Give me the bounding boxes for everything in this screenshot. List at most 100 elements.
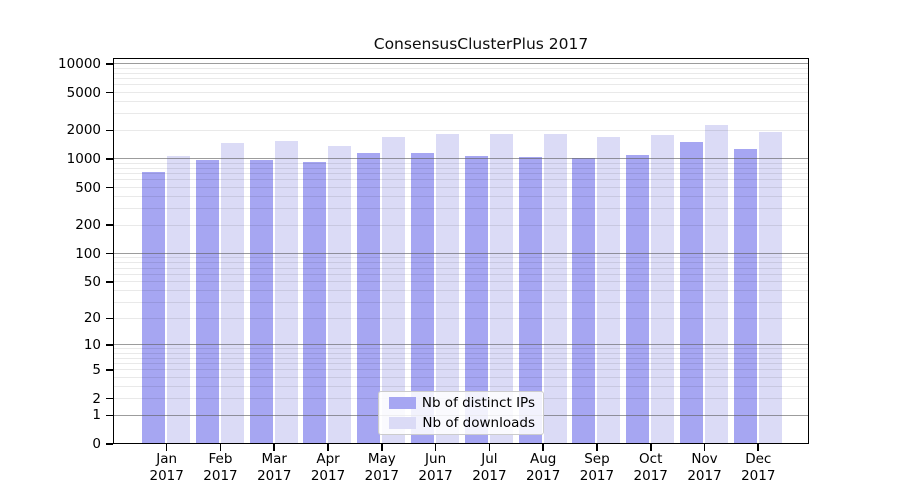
gridline-40	[114, 290, 808, 292]
x-tick-label-feb: Feb 2017	[203, 451, 238, 484]
gridline-100	[114, 252, 808, 254]
gridline-10000	[114, 63, 808, 65]
gridline-30	[114, 301, 808, 303]
gridline-300	[114, 207, 808, 209]
gridline-200	[114, 224, 808, 226]
x-tick-mark	[219, 444, 222, 451]
y-tick-mark	[106, 414, 113, 417]
y-tick-label: 10	[83, 337, 101, 354]
x-tick-label-sep: Sep 2017	[579, 451, 615, 484]
legend: Nb of distinct IPs Nb of downloads	[378, 391, 544, 435]
gridline-7	[114, 357, 808, 359]
bar-downloads-oct	[651, 135, 675, 443]
x-tick-mark	[434, 444, 437, 451]
bar-downloads-nov	[704, 124, 728, 443]
bar-distinct-ips-jun	[411, 152, 434, 443]
gridline-70	[114, 267, 808, 269]
gridline-600	[114, 179, 808, 181]
x-tick-mark	[165, 444, 168, 451]
bar-distinct-ips-jul	[464, 155, 488, 443]
bar-downloads-aug	[543, 133, 567, 443]
gridline-6000	[114, 84, 808, 86]
bar-downloads-apr	[328, 145, 352, 443]
plot-area	[113, 58, 809, 444]
gridline-8	[114, 352, 808, 354]
gridline-900	[114, 162, 808, 164]
y-tick-mark	[106, 63, 113, 65]
x-tick-mark	[273, 444, 276, 451]
gridline-4	[114, 376, 808, 378]
y-tick-label: 2000	[66, 122, 101, 139]
y-tick-mark	[106, 158, 113, 160]
gridline-9000	[114, 67, 808, 69]
x-tick-label-jan: Jan 2017	[149, 451, 184, 484]
gridline-7000	[114, 78, 808, 80]
gridline-80	[114, 262, 808, 264]
gridline-10	[114, 344, 808, 346]
bar-downloads-mar	[274, 140, 298, 443]
y-tick-label: 200	[75, 217, 101, 234]
x-tick-mark	[757, 444, 760, 451]
gridline-20	[114, 317, 808, 319]
y-tick-mark	[106, 317, 113, 320]
x-tick-mark	[649, 444, 652, 451]
y-tick-label: 2	[92, 390, 101, 407]
gridline-1000	[114, 158, 808, 160]
x-tick-mark	[488, 444, 491, 451]
y-tick-mark	[106, 129, 113, 132]
legend-item-distinct-ips: Nb of distinct IPs	[387, 394, 535, 411]
x-tick-label-jun: Jun 2017	[418, 451, 453, 484]
y-tick-label: 20	[83, 310, 101, 327]
x-tick-mark	[381, 444, 383, 451]
y-tick-mark	[106, 443, 113, 445]
bar-distinct-ips-mar	[249, 159, 273, 443]
x-tick-label-nov: Nov 2017	[687, 451, 722, 484]
bar-distinct-ips-sep	[572, 157, 596, 443]
gridline-500	[114, 186, 808, 188]
gridline-8000	[114, 72, 808, 74]
y-tick-mark	[106, 91, 113, 94]
y-tick-mark	[106, 344, 113, 346]
legend-label: Nb of downloads	[422, 414, 535, 431]
gridline-4000	[114, 101, 808, 103]
y-tick-mark	[106, 224, 113, 226]
y-tick-label: 50	[83, 273, 101, 290]
x-tick-label-mar: Mar 2017	[257, 451, 292, 484]
bar-downloads-jul	[489, 134, 513, 443]
x-tick-mark	[596, 444, 598, 451]
legend-swatch	[389, 417, 416, 429]
bar-distinct-ips-oct	[626, 154, 650, 443]
bar-downloads-may	[382, 137, 406, 443]
x-tick-label-apr: Apr 2017	[310, 451, 346, 484]
y-tick-label: 1000	[66, 150, 101, 167]
y-tick-label: 100	[75, 245, 101, 262]
legend-label: Nb of distinct IPs	[421, 394, 535, 411]
bar-downloads-jan	[167, 155, 191, 443]
bar-distinct-ips-may	[357, 152, 381, 443]
gridline-90	[114, 257, 808, 259]
chart-title: ConsensusClusterPlus 2017	[373, 35, 589, 53]
y-tick-mark	[106, 280, 113, 283]
gridline-2000	[114, 129, 808, 131]
bar-distinct-ips-apr	[303, 161, 327, 443]
gridline-3000	[114, 113, 808, 115]
bar-distinct-ips-jan	[142, 171, 166, 443]
bar-distinct-ips-nov	[679, 142, 703, 443]
y-tick-label: 1	[92, 407, 101, 424]
gridline-700	[114, 173, 808, 175]
y-tick-mark	[106, 186, 113, 189]
y-tick-label: 500	[75, 179, 101, 196]
y-tick-mark	[106, 252, 113, 255]
bar-downloads-feb	[220, 142, 244, 443]
gridline-400	[114, 196, 808, 198]
bar-distinct-ips-aug	[518, 157, 542, 443]
x-tick-mark	[542, 444, 544, 451]
gridline-9	[114, 348, 808, 350]
gridline-5000	[114, 91, 808, 93]
legend-swatch	[389, 397, 416, 409]
gridline-6	[114, 363, 808, 365]
gridline-5	[114, 369, 808, 371]
y-tick-label: 0	[92, 436, 101, 452]
x-tick-mark	[327, 444, 329, 451]
bar-downloads-jun	[436, 133, 459, 443]
